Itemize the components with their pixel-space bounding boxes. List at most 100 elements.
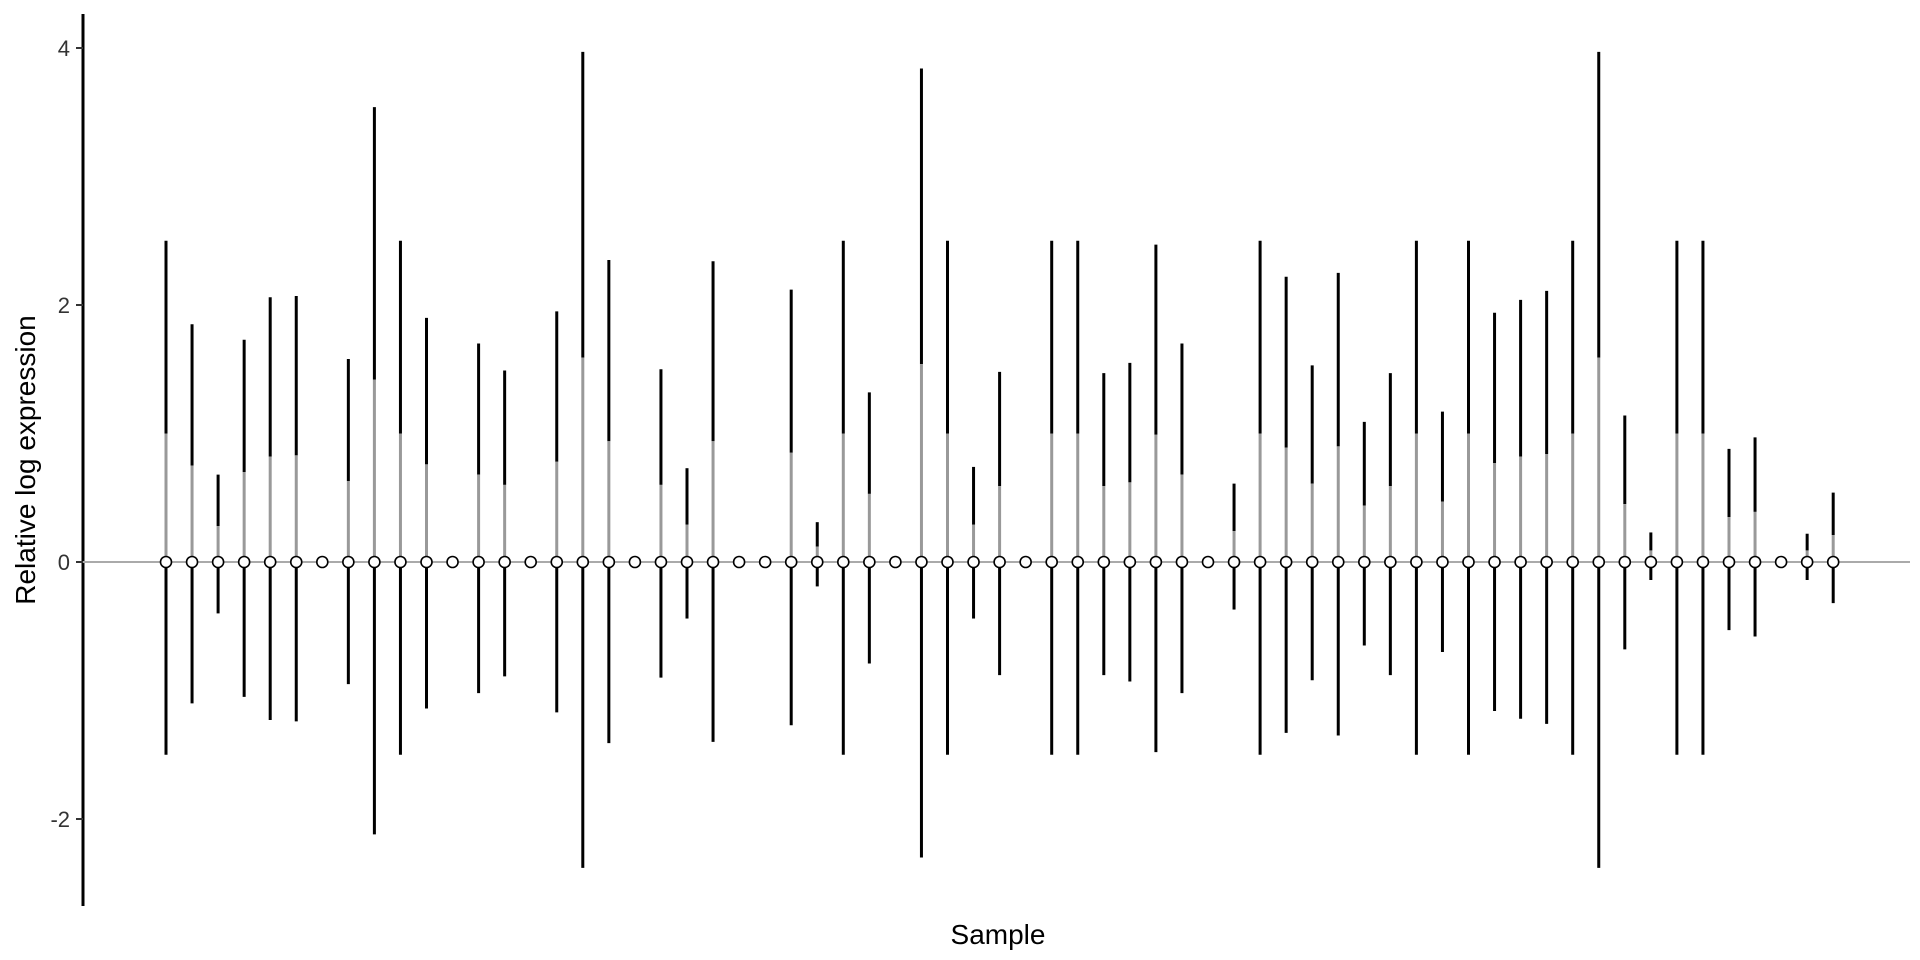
median-point (1722, 555, 1736, 569)
sample-box-38 (1123, 362, 1137, 682)
sample-box-47 (1358, 421, 1371, 646)
median-point (1123, 555, 1137, 569)
median-point (368, 555, 381, 569)
median-point (1149, 555, 1163, 569)
sample-box-58 (1644, 532, 1658, 580)
median-point (446, 555, 459, 569)
sample-box-24 (758, 555, 772, 569)
sample-box-28 (863, 392, 876, 664)
median-point (1175, 555, 1189, 569)
median-point (1514, 555, 1527, 569)
sample-box-36 (1071, 240, 1085, 755)
median-point (1384, 555, 1397, 569)
median-point (863, 555, 876, 569)
median-point (1800, 555, 1814, 569)
sample-box-20 (654, 369, 668, 678)
sample-box-14 (498, 370, 511, 677)
median-point (732, 555, 746, 569)
sample-box-3 (211, 474, 225, 614)
y-tick-label: -2 (50, 807, 70, 832)
sample-box-56 (1592, 51, 1606, 868)
median-point (602, 555, 616, 569)
sample-box-25 (784, 289, 798, 726)
median-point (420, 555, 433, 569)
sample-boxes (159, 51, 1840, 868)
sample-box-64 (1800, 533, 1814, 580)
sample-box-21 (680, 468, 694, 619)
median-point (1644, 555, 1658, 569)
median-point (1279, 555, 1293, 569)
sample-box-29 (889, 555, 902, 569)
sample-box-7 (315, 555, 329, 569)
sample-box-12 (446, 555, 459, 569)
median-point (472, 555, 485, 569)
median-point (1227, 555, 1241, 569)
sample-box-33 (993, 371, 1006, 676)
median-point (993, 555, 1006, 569)
median-point (1019, 555, 1032, 569)
median-point (315, 555, 329, 569)
sample-box-10 (394, 240, 407, 755)
sample-box-11 (420, 317, 433, 709)
median-point (550, 555, 564, 569)
median-point (185, 555, 199, 569)
median-point (1670, 555, 1684, 569)
sample-box-49 (1410, 240, 1423, 755)
sample-box-39 (1149, 244, 1163, 753)
sample-box-30 (915, 68, 928, 858)
sample-box-22 (706, 261, 720, 742)
sample-box-40 (1175, 343, 1189, 694)
sample-box-9 (368, 107, 381, 835)
sample-box-18 (602, 260, 616, 744)
median-point (1201, 555, 1215, 569)
sample-box-50 (1436, 411, 1449, 652)
y-tick-label: 4 (58, 36, 70, 61)
sample-box-19 (628, 555, 642, 569)
median-point (159, 555, 173, 569)
median-point (1410, 555, 1423, 569)
sample-box-35 (1045, 240, 1058, 755)
median-point (1436, 555, 1449, 569)
sample-box-60 (1696, 240, 1710, 755)
median-point (1748, 555, 1762, 569)
median-point (1488, 555, 1501, 569)
median-point (1696, 555, 1710, 569)
sample-box-4 (237, 339, 251, 697)
median-point (680, 555, 694, 569)
sample-box-43 (1253, 240, 1267, 755)
median-point (967, 555, 980, 569)
sample-box-48 (1384, 373, 1397, 676)
sample-box-45 (1305, 365, 1319, 681)
sample-box-42 (1227, 483, 1241, 610)
median-point (1045, 555, 1058, 569)
median-point (237, 555, 251, 569)
y-axis-ticks: -2 0 2 4 (50, 36, 83, 832)
sample-box-5 (263, 297, 277, 721)
median-point (1071, 555, 1085, 569)
sample-box-17 (576, 51, 590, 868)
median-point (784, 555, 798, 569)
y-tick-label: 2 (58, 293, 70, 318)
median-point (758, 555, 772, 569)
sample-box-55 (1566, 240, 1579, 755)
median-point (263, 555, 277, 569)
median-point (524, 555, 538, 569)
median-point (394, 555, 407, 569)
median-point (1826, 555, 1840, 569)
sample-box-37 (1097, 373, 1111, 676)
sample-box-44 (1279, 276, 1293, 733)
y-tick-label: 0 (58, 550, 70, 575)
sample-box-46 (1331, 272, 1345, 736)
median-point (1774, 555, 1788, 569)
median-point (1358, 555, 1371, 569)
median-point (1592, 555, 1606, 569)
y-axis-title: Relative log expression (10, 315, 41, 605)
sample-box-31 (941, 240, 954, 755)
median-point (576, 555, 590, 569)
sample-box-26 (810, 522, 824, 587)
median-point (289, 555, 303, 569)
median-point (1305, 555, 1319, 569)
median-point (628, 555, 642, 569)
sample-box-6 (289, 296, 303, 722)
